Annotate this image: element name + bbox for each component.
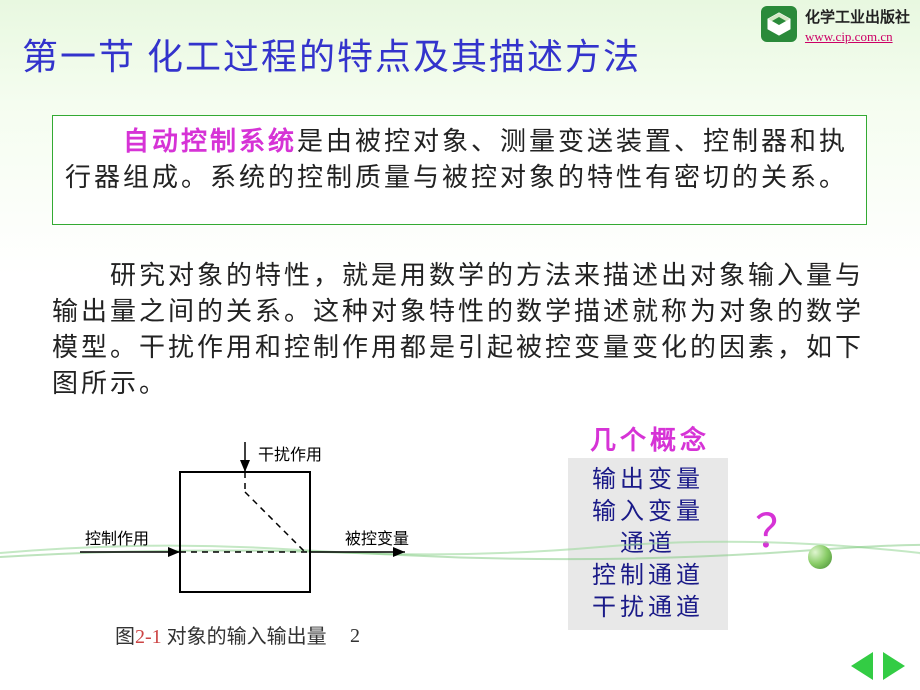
page-number: 2 [350,625,360,648]
diagram-disturb-label: 干扰作用 [258,446,322,464]
diagram-output-label: 被控变量 [345,530,409,548]
publisher-logo-area: 化学工业出版社 www.cip.com.cn [761,6,910,45]
decorative-ball-icon [808,545,832,569]
nav-arrows [851,652,905,680]
publisher-name: 化学工业出版社 [805,6,910,27]
diagram-caption: 图2-1 对象的输入输出量 [115,620,327,649]
concept-item: 输入变量 [568,496,728,528]
publisher-logo-icon [761,6,797,42]
io-diagram: 干扰作用 控制作用 被控变量 [70,432,450,612]
definition-box: 自动控制系统是由被控对象、测量变送装置、控制器和执行器组成。系统的控制质量与被控… [52,115,867,225]
concept-item: 干扰通道 [568,592,728,624]
publisher-url-link[interactable]: www.cip.com.cn [805,29,910,45]
concepts-heading: 几个概念 [590,420,710,457]
body-paragraph: 研究对象的特性，就是用数学的方法来描述出对象输入量与输出量之间的关系。这种对象特… [52,258,867,402]
concept-item: 控制通道 [568,560,728,592]
concept-list: 输出变量 输入变量 通道 控制通道 干扰通道 [568,458,728,630]
prev-slide-button[interactable] [851,652,873,680]
concept-item: 输出变量 [568,464,728,496]
next-slide-button[interactable] [883,652,905,680]
question-mark-icon: ？ [755,495,801,561]
concept-item: 通道 [568,528,728,560]
section-title: 第一节 化工过程的特点及其描述方法 [22,28,641,80]
diagram-control-label: 控制作用 [85,530,149,548]
highlight-term: 自动控制系统 [123,127,297,156]
